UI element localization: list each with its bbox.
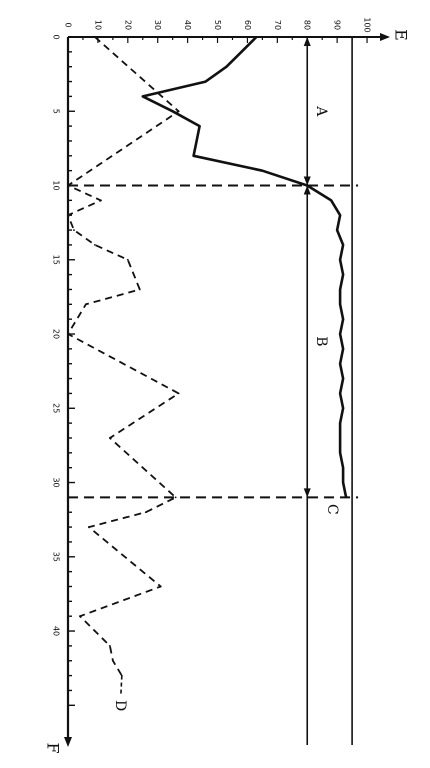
data-point [342,273,345,276]
data-point [159,585,162,588]
y-tick-label: 70 [273,20,282,30]
series-line-solid [141,36,348,498]
data-point [108,437,111,439]
data-point [141,95,144,98]
x-tick-label: 0 [52,34,61,39]
data-point [342,244,345,246]
x-axis-label: F [44,742,63,753]
y-tick-label: 30 [153,20,162,30]
data-point [342,481,345,484]
data-point [144,511,147,514]
data-point [88,526,90,528]
data-point [339,392,342,395]
data-point [342,318,345,321]
x-tick-label: 20 [52,329,61,339]
chart-axes: 0 5 10 15 20 25 30 35 40 0 10 20 30 40 50 60 70 80 90 100 E F [44,17,411,753]
data-point [339,258,342,261]
data-point [67,184,69,187]
data-point [339,451,342,454]
data-point [261,169,264,172]
annotation-arrow-head [303,37,311,46]
data-point [94,244,96,246]
data-point [339,333,342,335]
y-tick-label: 20 [123,20,132,30]
data-point [99,199,102,202]
y-tick-label: 0 [64,22,73,27]
annotation-arrow-head [303,176,311,186]
x-tick-label: 35 [52,552,61,562]
data-point [342,377,345,380]
y-axis-arrow [380,33,390,41]
annotation-label: A [313,105,329,117]
data-point [255,36,258,38]
data-point [94,36,96,38]
data-point [339,303,342,306]
data-point [336,229,339,231]
data-point [174,496,177,499]
series-dashed: D [67,36,180,711]
x-tick-label: 15 [52,255,61,265]
data-point [192,154,195,157]
data-point [111,659,114,662]
annotation-label: C [324,504,340,515]
y-tick-label: 90 [333,20,342,30]
y-tick-label: 60 [243,20,252,30]
data-point [339,362,342,365]
y-tick-label: 100 [363,17,372,32]
data-point [67,214,69,217]
data-point [339,422,342,425]
data-point [171,110,174,113]
data-point [339,288,342,291]
data-point [73,229,75,231]
y-tick-label: 40 [183,20,192,30]
data-point [240,50,243,53]
x-tick-label: 30 [52,477,61,487]
data-point [339,437,342,439]
y-tick-label: 80 [303,20,312,30]
annotations: A B C [303,37,340,515]
data-point [345,496,348,499]
x-tick-label: 25 [52,403,61,413]
data-point [177,392,180,395]
data-point [198,125,201,128]
x-axis-arrow [64,737,72,747]
y-axis-label: E [392,29,411,41]
data-point [342,407,345,410]
data-point [85,303,87,306]
x-tick-label: 40 [52,626,61,636]
data-point [330,199,333,202]
data-point [94,630,96,632]
y-tick-label: 50 [213,20,222,30]
data-point [177,110,180,113]
y-tick-label: 10 [93,20,102,30]
series-label: D [112,700,128,711]
data-point [339,214,342,217]
reference-lines [68,37,359,745]
data-point [204,80,207,83]
data-point [108,644,111,647]
x-tick-label: 5 [52,109,61,114]
series-label-leader [120,675,123,696]
data-point [126,258,129,261]
series-line-dashed [67,36,180,677]
x-tick-label: 10 [52,180,61,190]
data-point [79,615,81,618]
data-point [342,347,345,350]
data-point [67,333,69,335]
annotation-label: B [313,336,329,346]
data-point [225,65,228,68]
annotation-arrow-head [303,488,311,498]
data-point [138,288,141,291]
data-point [342,466,345,469]
annotation-arrow-head [303,185,311,195]
data-point [195,140,198,142]
series-solid [141,36,348,499]
